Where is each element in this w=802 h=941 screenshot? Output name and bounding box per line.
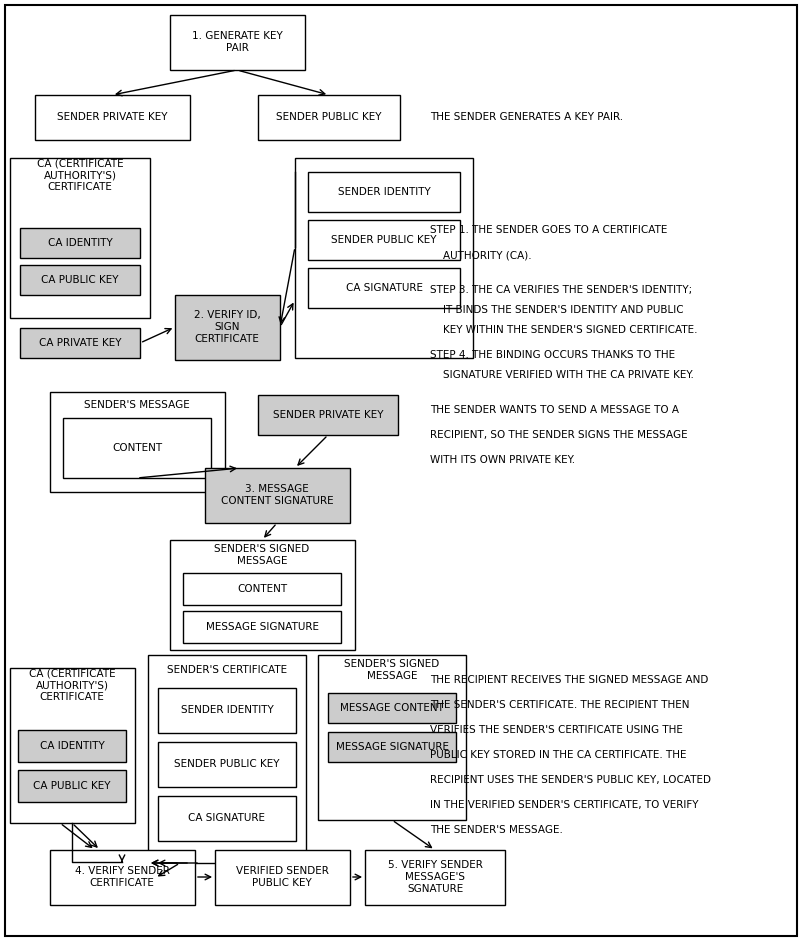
Text: CA SIGNATURE: CA SIGNATURE: [188, 813, 265, 823]
Text: CONTENT: CONTENT: [237, 584, 287, 594]
Bar: [10, 158, 150, 318]
Text: AUTHORITY (CA).: AUTHORITY (CA).: [430, 250, 532, 260]
Text: CA SIGNATURE: CA SIGNATURE: [346, 283, 423, 293]
Bar: [158, 796, 296, 841]
Text: STEP 4. THE BINDING OCCURS THANKS TO THE: STEP 4. THE BINDING OCCURS THANKS TO THE: [430, 350, 675, 360]
Bar: [18, 730, 126, 762]
Bar: [365, 850, 505, 905]
Text: 2. VERIFY ID,
SIGN
CERTIFICATE: 2. VERIFY ID, SIGN CERTIFICATE: [193, 311, 261, 343]
Bar: [20, 328, 140, 358]
Text: SENDER PUBLIC KEY: SENDER PUBLIC KEY: [174, 759, 280, 769]
Text: CA IDENTITY: CA IDENTITY: [39, 741, 104, 751]
Bar: [20, 265, 140, 295]
Text: STEP 1. THE SENDER GOES TO A CERTIFICATE: STEP 1. THE SENDER GOES TO A CERTIFICATE: [430, 225, 667, 235]
Text: WITH ITS OWN PRIVATE KEY.: WITH ITS OWN PRIVATE KEY.: [430, 455, 575, 465]
Text: THE SENDER WANTS TO SEND A MESSAGE TO A: THE SENDER WANTS TO SEND A MESSAGE TO A: [430, 405, 679, 415]
Text: MESSAGE SIGNATURE: MESSAGE SIGNATURE: [335, 742, 448, 752]
Bar: [18, 770, 126, 802]
Text: CA (CERTIFICATE
AUTHORITY'S)
CERTIFICATE: CA (CERTIFICATE AUTHORITY'S) CERTIFICATE: [29, 668, 115, 702]
Bar: [328, 732, 456, 762]
Bar: [170, 540, 355, 650]
Text: SENDER PUBLIC KEY: SENDER PUBLIC KEY: [276, 112, 382, 122]
Bar: [158, 688, 296, 733]
Bar: [35, 95, 190, 140]
Bar: [295, 158, 473, 358]
Text: 5. VERIFY SENDER
MESSAGE'S
SGNATURE: 5. VERIFY SENDER MESSAGE'S SGNATURE: [387, 860, 483, 894]
Text: CA (CERTIFICATE
AUTHORITY'S)
CERTIFICATE: CA (CERTIFICATE AUTHORITY'S) CERTIFICATE: [37, 158, 124, 192]
Bar: [20, 228, 140, 258]
Bar: [308, 268, 460, 308]
Text: THE SENDER'S CERTIFICATE. THE RECIPIENT THEN: THE SENDER'S CERTIFICATE. THE RECIPIENT …: [430, 700, 690, 710]
Text: KEY WITHIN THE SENDER'S SIGNED CERTIFICATE.: KEY WITHIN THE SENDER'S SIGNED CERTIFICA…: [430, 325, 698, 335]
Text: SENDER PUBLIC KEY: SENDER PUBLIC KEY: [331, 235, 437, 245]
Bar: [10, 668, 135, 823]
Text: VERIFIES THE SENDER'S CERTIFICATE USING THE: VERIFIES THE SENDER'S CERTIFICATE USING …: [430, 725, 683, 735]
Text: THE RECIPIENT RECEIVES THE SIGNED MESSAGE AND: THE RECIPIENT RECEIVES THE SIGNED MESSAG…: [430, 675, 708, 685]
Text: SENDER IDENTITY: SENDER IDENTITY: [338, 187, 431, 197]
Text: SENDER'S SIGNED
MESSAGE: SENDER'S SIGNED MESSAGE: [344, 660, 439, 680]
Text: 3. MESSAGE
CONTENT SIGNATURE: 3. MESSAGE CONTENT SIGNATURE: [221, 485, 334, 506]
Text: CA PRIVATE KEY: CA PRIVATE KEY: [38, 338, 121, 348]
Text: MESSAGE SIGNATURE: MESSAGE SIGNATURE: [205, 622, 318, 632]
Bar: [183, 611, 341, 643]
Bar: [148, 655, 306, 863]
Text: SENDER IDENTITY: SENDER IDENTITY: [180, 705, 273, 715]
Bar: [258, 95, 400, 140]
Bar: [175, 295, 280, 360]
Text: CA PUBLIC KEY: CA PUBLIC KEY: [41, 275, 119, 285]
Text: CA PUBLIC KEY: CA PUBLIC KEY: [33, 781, 111, 791]
Bar: [328, 693, 456, 723]
Text: THE SENDER'S MESSAGE.: THE SENDER'S MESSAGE.: [430, 825, 563, 835]
Text: 4. VERIFY SENDER
CERTIFICATE: 4. VERIFY SENDER CERTIFICATE: [75, 867, 169, 887]
Text: STEP 3. THE CA VERIFIES THE SENDER'S IDENTITY;: STEP 3. THE CA VERIFIES THE SENDER'S IDE…: [430, 285, 692, 295]
Text: SENDER'S MESSAGE: SENDER'S MESSAGE: [84, 400, 190, 410]
Text: MESSAGE CONTENT: MESSAGE CONTENT: [340, 703, 444, 713]
Bar: [205, 468, 350, 523]
Text: VERIFIED SENDER
PUBLIC KEY: VERIFIED SENDER PUBLIC KEY: [236, 867, 329, 887]
Text: 1. GENERATE KEY
PAIR: 1. GENERATE KEY PAIR: [192, 31, 282, 53]
Bar: [308, 172, 460, 212]
Bar: [50, 392, 225, 492]
Text: RECIPIENT USES THE SENDER'S PUBLIC KEY, LOCATED: RECIPIENT USES THE SENDER'S PUBLIC KEY, …: [430, 775, 711, 785]
Bar: [308, 220, 460, 260]
Text: CA IDENTITY: CA IDENTITY: [47, 238, 112, 248]
Bar: [318, 655, 466, 820]
Text: THE SENDER GENERATES A KEY PAIR.: THE SENDER GENERATES A KEY PAIR.: [430, 112, 623, 122]
Text: PUBLIC KEY STORED IN THE CA CERTIFICATE. THE: PUBLIC KEY STORED IN THE CA CERTIFICATE.…: [430, 750, 687, 760]
Bar: [63, 418, 211, 478]
Bar: [50, 850, 195, 905]
Text: SENDER'S CERTIFICATE: SENDER'S CERTIFICATE: [167, 665, 287, 675]
Bar: [215, 850, 350, 905]
Text: RECIPIENT, SO THE SENDER SIGNS THE MESSAGE: RECIPIENT, SO THE SENDER SIGNS THE MESSA…: [430, 430, 687, 440]
Text: SENDER'S SIGNED
MESSAGE: SENDER'S SIGNED MESSAGE: [214, 544, 310, 566]
Bar: [258, 395, 398, 435]
Bar: [158, 742, 296, 787]
Text: SENDER PRIVATE KEY: SENDER PRIVATE KEY: [57, 112, 168, 122]
Text: SIGNATURE VERIFIED WITH THE CA PRIVATE KEY.: SIGNATURE VERIFIED WITH THE CA PRIVATE K…: [430, 370, 694, 380]
Bar: [183, 573, 341, 605]
Bar: [170, 15, 305, 70]
Text: IN THE VERIFIED SENDER'S CERTIFICATE, TO VERIFY: IN THE VERIFIED SENDER'S CERTIFICATE, TO…: [430, 800, 699, 810]
Text: CONTENT: CONTENT: [112, 443, 162, 453]
Text: SENDER PRIVATE KEY: SENDER PRIVATE KEY: [273, 410, 383, 420]
Text: IT BINDS THE SENDER'S IDENTITY AND PUBLIC: IT BINDS THE SENDER'S IDENTITY AND PUBLI…: [430, 305, 683, 315]
